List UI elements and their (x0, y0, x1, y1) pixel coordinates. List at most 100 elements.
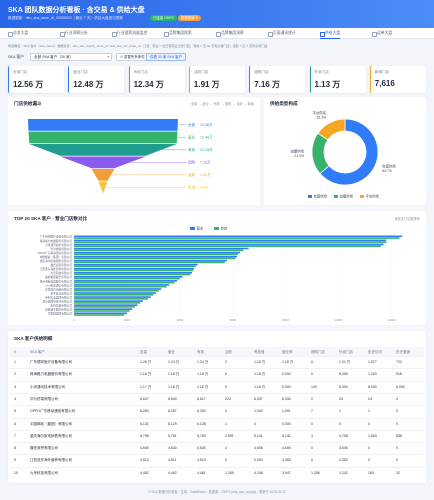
table-cell: 516 (396, 372, 402, 377)
bar (74, 281, 175, 284)
stage-label: 活跃 (188, 172, 196, 177)
nav-tab[interactable]: 运单大盘 (372, 28, 392, 39)
table-cell: 1,242 (339, 470, 348, 475)
column-header: 外卖门店 (339, 349, 353, 354)
table-cell: 0 (311, 396, 313, 401)
nav-tab[interactable]: 供给大盘 (320, 28, 341, 39)
table-cell: 4 (14, 396, 16, 401)
table-row (10, 429, 424, 442)
table-cell: 4 (396, 396, 398, 401)
bar (74, 259, 227, 262)
kpi-label: 新增门店 (374, 70, 390, 74)
stage-value-label: 7.16万 (200, 160, 211, 164)
bar (74, 237, 400, 239)
nav-tab[interactable]: 总览大盘 (8, 28, 28, 39)
table-cell: 1.24 万 (197, 360, 209, 364)
table-row (10, 442, 424, 454)
table-header-bg (10, 347, 424, 356)
column-header: 有效 (197, 349, 204, 354)
y-tick-label: 广东德邦医疗设备有限公司 (40, 235, 73, 239)
bar (74, 249, 244, 252)
table-cell: 0 (339, 421, 341, 426)
bar (74, 277, 180, 280)
column-header: 营业率 (282, 349, 293, 354)
table-cell: 4,606 (282, 446, 291, 451)
bar (74, 288, 162, 290)
header: SKA 团队数据分析看板 · 含交易 & 供给大盘 数据更新 · dim_ska… (0, 0, 434, 28)
panel-background (264, 97, 426, 205)
table-cell: 4,708 (339, 433, 348, 438)
bar (74, 314, 125, 316)
bar (74, 306, 135, 308)
bar (74, 261, 225, 264)
bar (74, 310, 130, 312)
table-cell: 5,141 (282, 433, 291, 438)
table-cell: 8,000 (339, 384, 348, 389)
kpi-value: 12.56 万 (13, 80, 44, 89)
table-cell: 0 (254, 421, 256, 426)
customer-select[interactable]: 全部 SKA 客户（30 家） (30, 53, 112, 61)
table-cell: 0 (311, 372, 313, 377)
table-cell: 6,617 (197, 396, 206, 401)
kpi-value: 7,616 (374, 79, 395, 88)
nav-tab[interactable]: 品牌集团洞察 (216, 28, 244, 39)
table-row (10, 356, 424, 368)
bar (74, 285, 167, 288)
table-cell: 6,640 (168, 396, 177, 401)
table-cell: 6,283 (140, 409, 149, 414)
slice-value-label: 21.0% (294, 154, 304, 158)
table-cell: 32 (396, 470, 400, 475)
table-cell: 0.000 (282, 372, 291, 377)
y-tick-label: 百果园集团有限公司 (48, 312, 72, 316)
bar (74, 243, 384, 246)
table-cell: 1,001 (282, 409, 291, 414)
nav-tab[interactable]: 页面通讯统计 (268, 28, 296, 39)
bar (74, 296, 151, 298)
pie-slice (319, 118, 379, 186)
y-tick-label: 小米通讯技术有限公司 (45, 243, 72, 247)
table-cell: 0 (396, 421, 398, 426)
table-cell: 1.18 万 (254, 372, 266, 377)
table-cell: 1 (14, 360, 16, 364)
table-cell: 4,606 (254, 446, 263, 451)
legend-label: 有效 (221, 225, 228, 230)
bar (74, 294, 154, 296)
table-cell: 1.17 万 (140, 384, 152, 389)
table-cell: 4,353 (282, 458, 291, 463)
bar (74, 273, 191, 276)
kpi-card: 全部门店 12.56 万 (8, 66, 64, 93)
bar (74, 312, 127, 315)
nav-tab[interactable]: 行业搜索流量监控 (112, 28, 147, 39)
bar (74, 304, 138, 306)
stage-value-label: 12.48万 (200, 135, 213, 139)
customer-name: 华为终端有限公司 (30, 396, 58, 401)
stage-value-label: 12.56万 (200, 123, 213, 127)
funnel-stage (91, 169, 115, 181)
pie-slice (317, 118, 346, 141)
y-tick-label: 名创优品有限公司 (51, 304, 73, 308)
x-tick-label: 8000 (282, 318, 289, 322)
page-subtitle: 数据更新 · dim_ska_store_df_20250922（最近 7 天）… (8, 16, 124, 20)
stage-label: 新增 (188, 184, 196, 189)
table-cell: 3 (311, 433, 313, 438)
table-cell: 0.000 (282, 421, 291, 426)
bar (74, 269, 194, 272)
table-cell: 8,006 (339, 372, 348, 377)
filter-button[interactable]: 仅看 30 家 SKA 客户 (146, 53, 187, 61)
x-tick-label: 6000 (229, 318, 236, 322)
table-cell: 20 (339, 396, 343, 401)
customer-name: 珠海格力电器股份有限公司 (30, 372, 72, 377)
nav-tab[interactable]: 品牌集团搜索 (164, 28, 192, 39)
table-cell: 0 (311, 360, 313, 364)
filter-button[interactable]: ↺ 重置所有条件 (116, 53, 149, 61)
customer-name: 江西亚东海外营养有限公司 (30, 458, 72, 463)
bar (74, 235, 403, 238)
table-cell: 0 (311, 458, 313, 463)
chart-title: 供给类型构成 (269, 100, 298, 107)
table-row (10, 380, 424, 393)
y-tick-label: 华为终端有限公司 (51, 247, 73, 251)
nav-tab[interactable]: 行业洞察分析 (60, 28, 88, 39)
kpi-label: 外卖门店 (314, 70, 329, 74)
legend-label: 自营供给 (314, 193, 328, 198)
table-cell: 5,795 (140, 433, 149, 438)
